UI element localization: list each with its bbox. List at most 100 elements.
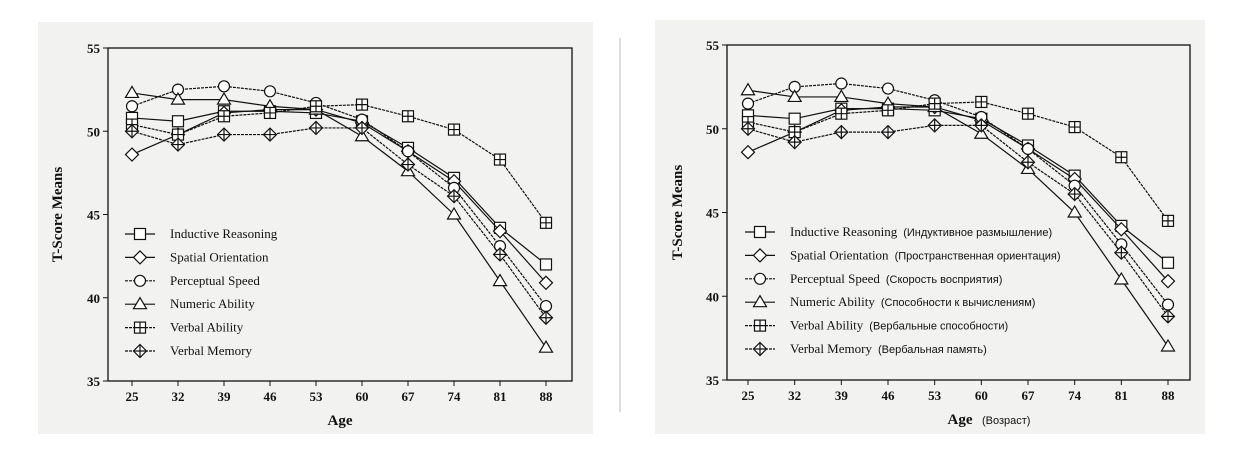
legend-item: Numeric Ability (Способности к вычисления… (745, 294, 1035, 309)
circle-marker (1161, 298, 1175, 311)
legend-item: Spatial Orientation (Пространственная ори… (745, 247, 1061, 263)
x-tick-label: 53 (310, 389, 324, 404)
diamond-marker (1113, 221, 1129, 237)
plus-mark (1069, 121, 1081, 133)
legend-label: Spatial Orientation (170, 249, 269, 264)
legend-translation: (Индуктивное размышление) (903, 227, 1052, 239)
series-line (747, 106, 1169, 282)
y-axis-label: T-Score Means (670, 165, 686, 261)
x-tick-label: 60 (975, 388, 988, 403)
plus-mark (448, 190, 460, 202)
square-marker (133, 227, 147, 241)
legend-translation: (Вербальные способности) (869, 321, 1008, 333)
diamond-marker (752, 248, 768, 263)
plus-mark (310, 100, 322, 112)
plus-mark (540, 217, 552, 229)
circle-marker (835, 77, 848, 90)
legend-item: Perceptual Speed (Скорость восприятия) (745, 271, 1002, 286)
plus-mark (754, 320, 766, 332)
plus-mark (218, 129, 230, 141)
left-chart: 35 40 45 50 55 25 32 39 46 53 60 67 74 81 88 Age T-Score… (50, 41, 573, 429)
plus-mark (356, 122, 368, 134)
plus-mark (402, 159, 414, 171)
y-tick-label: 50 (87, 124, 100, 139)
circle-marker (753, 272, 767, 285)
x-tick-label: 32 (172, 389, 185, 404)
plus-mark (1162, 215, 1174, 227)
plus-mark (494, 154, 506, 166)
plus-mark (134, 322, 146, 334)
x-tick-label: 74 (448, 389, 462, 404)
legend-label: Spatial Orientation (790, 247, 889, 262)
circle-marker (401, 145, 415, 158)
circle-marker (263, 85, 277, 98)
circle-marker (217, 80, 231, 93)
plus-mark (402, 110, 414, 122)
legend-label: Verbal Ability (170, 320, 244, 335)
x-tick-label: 88 (1162, 388, 1176, 403)
plus-mark (448, 124, 460, 136)
circle-marker (539, 299, 553, 313)
circle-marker (881, 82, 895, 95)
legend-label: Perceptual Speed (170, 273, 260, 288)
x-tick-label: 67 (402, 389, 416, 404)
legend-label: Numeric Ability (170, 296, 255, 311)
y-tick-label: 50 (706, 122, 719, 137)
plus-mark (882, 126, 894, 138)
triangle-marker (973, 126, 989, 139)
series-verbal-memory (124, 120, 554, 326)
y-tick-label: 35 (87, 374, 101, 389)
circle-marker (133, 274, 147, 287)
triangle-marker (787, 89, 803, 103)
series-line (747, 108, 1169, 264)
legend-label: Perceptual Speed (790, 271, 880, 286)
legend-translation: (Скорость восприятия) (886, 274, 1003, 286)
plus-mark (882, 104, 894, 116)
series-line (131, 104, 547, 224)
legend-item: Verbal Ability (125, 320, 244, 335)
plus-mark (929, 119, 941, 131)
y-tick-label: 45 (706, 206, 720, 221)
series-line (747, 101, 1169, 222)
plus-mark (1115, 247, 1127, 259)
legend-label: Inductive Reasoning (790, 224, 898, 239)
left-scan-background (38, 22, 593, 434)
x-tick-label: 67 (1022, 388, 1036, 403)
square-marker (1161, 256, 1175, 269)
plus-mark (835, 126, 847, 138)
legend-item: Verbal Ability (Вербальные способности) (745, 318, 1008, 333)
series-line (131, 92, 547, 349)
legend-item: Verbal Memory (Вербальная память) (745, 341, 987, 357)
legend-item: Inductive Reasoning (125, 226, 278, 241)
triangle-marker (538, 340, 554, 353)
plus-mark (835, 108, 847, 120)
y-tick-label: 40 (706, 289, 719, 304)
series-line (747, 89, 1169, 347)
plus-mark (1022, 156, 1034, 168)
plus-mark (356, 99, 368, 111)
legend-label: Verbal Memory (790, 341, 872, 356)
circle-marker (125, 100, 139, 113)
legend-item: Spatial Orientation (125, 249, 269, 265)
x-axis-label-translation: (Возраст) (982, 415, 1030, 427)
plus-mark (310, 122, 322, 134)
series-line (747, 82, 1169, 305)
x-tick-label: 25 (126, 389, 140, 404)
diamond-marker (124, 147, 140, 162)
plus-mark (789, 136, 801, 148)
x-tick-label: 74 (1068, 388, 1082, 403)
plus-mark (742, 123, 754, 135)
legend-label: Inductive Reasoning (170, 226, 278, 241)
plus-mark (540, 312, 552, 324)
right-chart: 35 40 45 50 55 25 32 39 46 53 60 67 74 81 88 Age (Возрас… (670, 38, 1191, 428)
x-tick-label: 32 (788, 388, 801, 403)
triangle-marker (132, 296, 148, 310)
x-tick-label: 81 (1115, 388, 1128, 403)
y-tick-label: 55 (706, 38, 720, 53)
triangle-marker (216, 91, 232, 105)
x-tick-label: 88 (540, 389, 554, 404)
triangle-marker (1113, 271, 1129, 285)
legend-item: Verbal Memory (125, 343, 252, 359)
series-line (131, 85, 547, 307)
